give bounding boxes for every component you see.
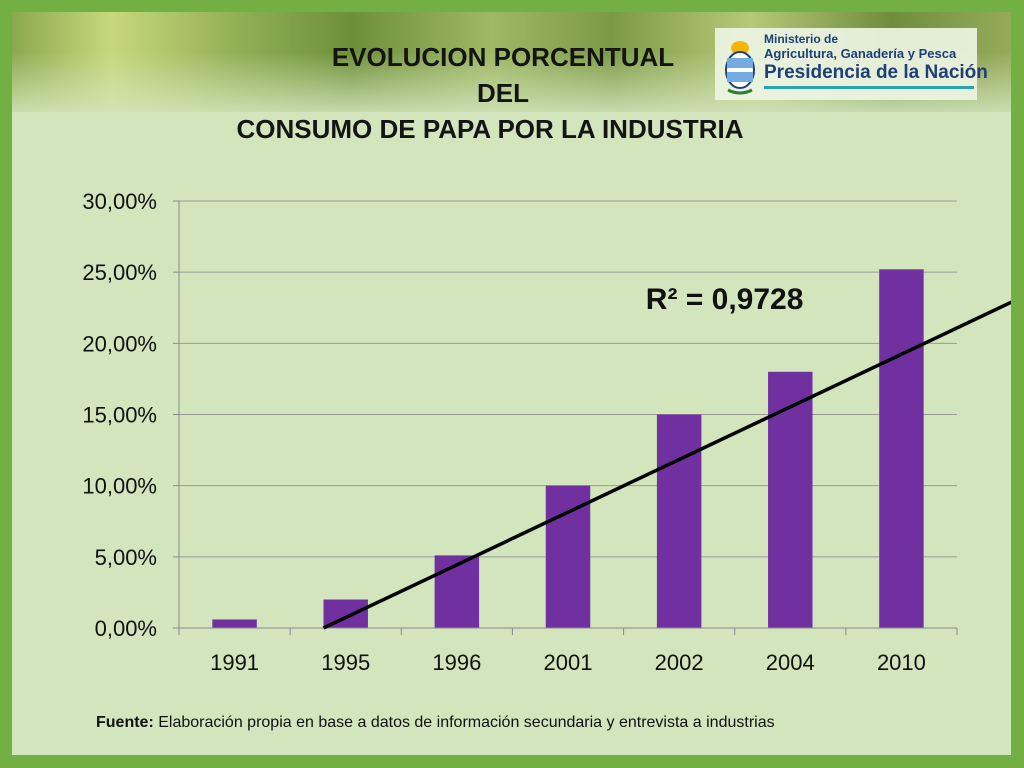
source-text: Elaboración propia en base a datos de in… [153, 714, 775, 731]
ministry-line-2: Agricultura, Ganadería y Pesca [764, 46, 957, 61]
ministry-underline [764, 86, 974, 89]
bar [768, 371, 813, 628]
x-tick-label: 1995 [321, 650, 370, 675]
chart-title-line-1: EVOLUCION PORCENTUAL [331, 42, 675, 72]
x-tick-label: 2002 [655, 650, 704, 675]
bar [879, 269, 924, 628]
x-tick-label: 2010 [877, 650, 926, 675]
ministry-line-1: Ministerio de [764, 32, 839, 46]
y-tick-label: 20,00% [82, 331, 157, 356]
trendline [322, 300, 1011, 630]
national-seal-icon [725, 41, 755, 95]
y-tick-label: 0,00% [95, 616, 157, 641]
y-tick-label: 15,00% [82, 403, 157, 428]
y-tick-label: 10,00% [82, 474, 157, 499]
slide: Ministerio de Agricultura, Ganadería y P… [12, 12, 1011, 755]
r-squared-label: R² = 0,9728 [646, 283, 804, 316]
y-tick-label: 25,00% [82, 260, 157, 285]
chart-title-line-2: DEL [477, 78, 529, 108]
y-tick-label: 5,00% [95, 545, 157, 570]
source-note: Fuente: Elaboración propia en base a dat… [96, 714, 775, 732]
y-tick-label: 30,00% [82, 189, 157, 214]
x-tick-label: 1991 [210, 650, 259, 675]
bar [545, 485, 591, 628]
bar [656, 414, 702, 628]
x-tick-label: 2001 [544, 650, 593, 675]
x-tick-label: 2004 [766, 650, 815, 675]
bar [212, 619, 257, 628]
x-tick-label: 1996 [432, 650, 481, 675]
source-label: Fuente: [96, 714, 154, 731]
chart-title-line-3: CONSUMO DE PAPA POR LA INDUSTRIA [236, 114, 744, 144]
bar-chart: 0,00% 5,00% 10,00% 15,00% 20,00% 25,00% 30,00%… [82, 189, 1011, 675]
bar [434, 555, 480, 628]
ministry-line-3: Presidencia de la Nación [764, 62, 988, 83]
